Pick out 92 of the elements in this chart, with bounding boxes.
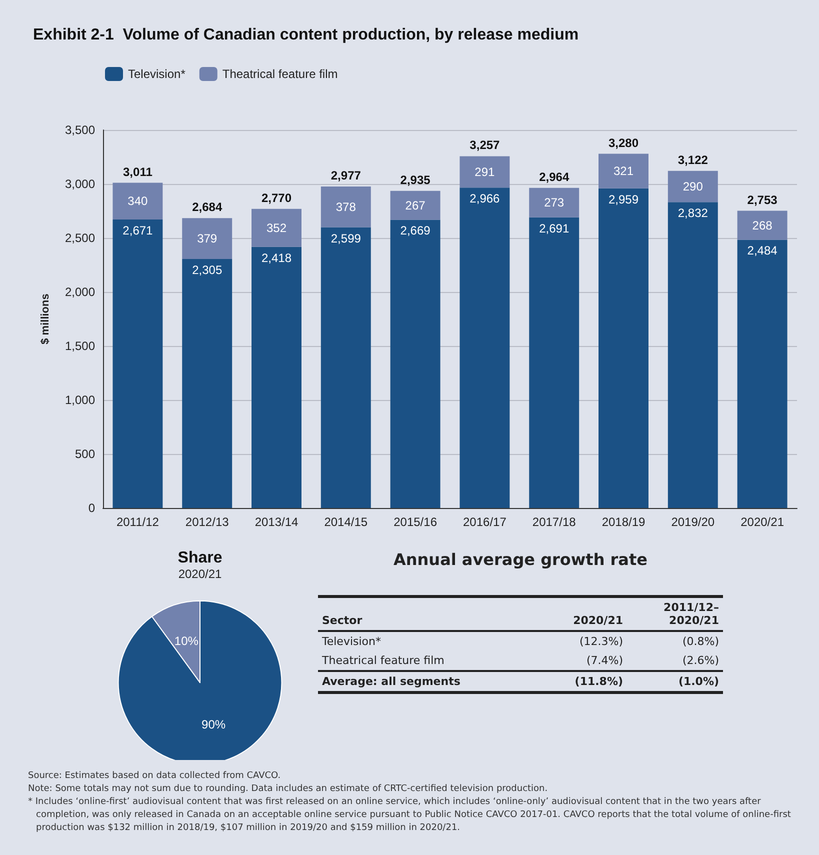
data-label: (1.0%) <box>677 674 720 690</box>
total-label: 3,280 <box>608 136 639 150</box>
data-label: (12.3%) <box>578 634 624 650</box>
text: 2011/12– 2020/21 <box>662 600 720 629</box>
text: Note: Some totals may not sum due to rounding. Data includes an estimate of CRTC-certified television production. <box>28 783 549 796</box>
bar <box>737 240 788 508</box>
total-label: 3,122 <box>678 152 708 167</box>
legend-label: Television* <box>128 67 186 81</box>
data-label: 352 <box>266 220 287 235</box>
y-tick-label: 2,000 <box>64 285 96 299</box>
x-tick-label: 2013/14 <box>254 515 299 529</box>
x-tick-label: 2018/19 <box>602 515 646 529</box>
data-label: 2,832 <box>678 206 708 220</box>
x-tick-label: 2016/17 <box>463 515 507 529</box>
data-label: 2,959 <box>608 192 639 206</box>
chart-subtitle: 2020/21 <box>178 567 222 581</box>
data-label: 291 <box>474 164 496 179</box>
text: Sector <box>321 613 364 629</box>
data-label: 2,671 <box>122 224 154 238</box>
total-label: 2,770 <box>261 190 292 205</box>
category-label: Theatrical feature film <box>321 653 446 669</box>
chart-title: Share <box>178 550 222 566</box>
bar <box>598 154 648 188</box>
bar <box>390 220 440 508</box>
total-label: 2,753 <box>747 192 778 207</box>
data-label: (11.8%) <box>574 674 624 690</box>
y-tick-label: 500 <box>74 447 96 461</box>
total-label: 3,257 <box>470 138 500 152</box>
bar <box>320 186 371 228</box>
total-label: 2,684 <box>192 200 222 214</box>
x-tick-label: 2012/13 <box>185 515 230 529</box>
bar <box>668 202 718 508</box>
data-label: 340 <box>128 194 148 208</box>
text: 2020/21 <box>572 613 624 629</box>
bar <box>112 182 163 220</box>
y-tick-label: 1,500 <box>64 339 96 353</box>
x-tick-label: 2014/15 <box>324 515 368 529</box>
total-label: 3,011 <box>123 164 153 179</box>
bar <box>737 210 788 240</box>
data-label: 10% <box>174 634 199 648</box>
x-tick-label: 2017/18 <box>532 515 576 529</box>
text: Annual average growth rate <box>392 550 648 569</box>
bar <box>598 188 648 508</box>
y-tick-label: 1,000 <box>64 393 96 407</box>
bar <box>529 188 580 218</box>
data-label: 2,599 <box>330 231 362 246</box>
legend-label: Theatrical feature film <box>222 67 338 81</box>
bar <box>182 259 232 508</box>
bar <box>252 246 302 508</box>
data-label: 2,966 <box>470 192 500 206</box>
category-label: Television* <box>321 634 382 650</box>
data-label: (7.4%) <box>585 653 624 669</box>
data-label: 267 <box>405 198 426 212</box>
data-label: 2,669 <box>400 224 431 238</box>
x-tick-label: 2020/21 <box>740 515 784 529</box>
total-label: 2,964 <box>539 170 570 184</box>
data-label: 378 <box>336 200 356 214</box>
data-label: 268 <box>752 218 773 232</box>
x-tick-label: 2019/20 <box>671 515 715 529</box>
data-label: 90% <box>202 717 226 732</box>
x-tick-label: 2015/16 <box>394 515 438 529</box>
y-tick-label: 2,500 <box>64 231 96 245</box>
data-label: 321 <box>613 164 634 178</box>
data-label: 2,691 <box>539 221 570 236</box>
bar <box>252 208 302 247</box>
y-tick-label: 0 <box>88 501 96 515</box>
y-tick-label: 3,500 <box>64 123 96 137</box>
source-note: Source: Estimates based on data collected from CAVCO. <box>28 770 282 783</box>
x-tick-label: 2011/12 <box>116 515 160 529</box>
bar <box>182 218 232 260</box>
total-label: 2,935 <box>400 172 431 187</box>
data-label: 273 <box>544 196 564 210</box>
text: * Includes ‘online-first’ audiovisual content that was first released on an online service, which includes ‘online-only’ audiovisual content that in the two years after completion, was only released in Canada on an acceptable online service pursuant to Public Notice CAVCO 2017-01. CAVCO reports that the total volume of online-first production was $132 million in 2018/19, $107 million in 2019/20 and $159 million in 2020/21. <box>28 796 792 835</box>
data-label: 2,305 <box>192 263 222 278</box>
data-label: 2,418 <box>261 250 292 265</box>
data-label: (2.6%) <box>681 653 720 669</box>
bar <box>668 170 718 202</box>
bar <box>390 190 440 220</box>
bar <box>460 156 510 188</box>
bar <box>320 227 371 508</box>
data-label: (0.8%) <box>681 634 720 650</box>
chart-title: Exhibit 2-1 Volume of Canadian content production, by release medium <box>33 26 579 44</box>
total-label: 2,977 <box>330 168 362 182</box>
bar <box>529 217 580 508</box>
data-label: 290 <box>682 179 704 194</box>
bar <box>112 220 163 508</box>
data-label: 379 <box>197 232 218 246</box>
y-tick-label: 3,000 <box>64 177 96 191</box>
data-label: 2,484 <box>747 244 778 258</box>
bar <box>460 188 510 508</box>
y-axis-title: $ millions <box>40 294 52 344</box>
category-label: Average: all segments <box>321 674 462 690</box>
